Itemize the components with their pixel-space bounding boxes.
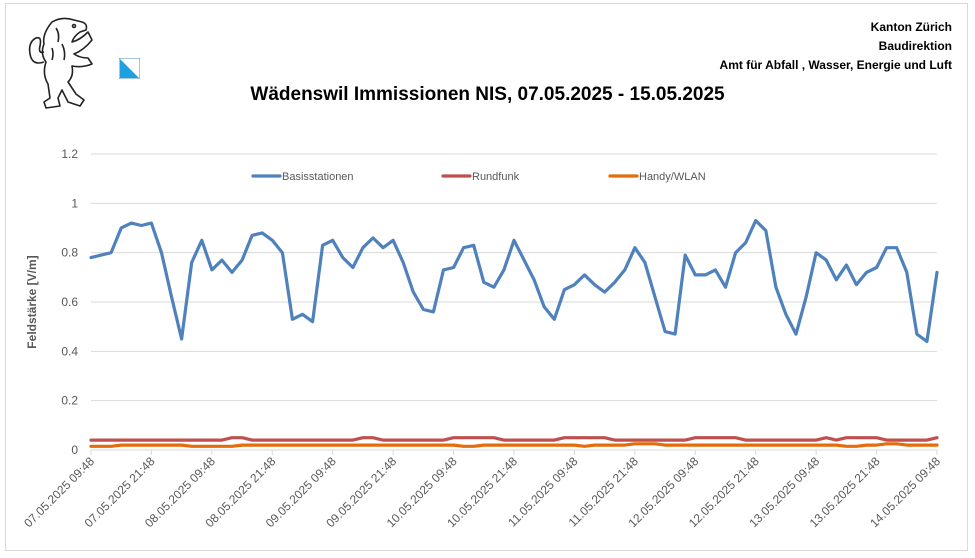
zurich-lion-icon: [28, 17, 93, 109]
legend-label: Rundfunk: [472, 171, 520, 183]
y-tick-label: 0.8: [61, 246, 78, 260]
org-canton: Kanton Zürich: [870, 20, 952, 34]
org-office: Amt für Abfall , Wasser, Energie und Luf…: [719, 58, 952, 72]
legend-label: Basisstationen: [282, 171, 354, 183]
y-tick-label: 1.2: [61, 147, 78, 161]
chart-title: Wädenswil Immissionen NIS, 07.05.2025 - …: [250, 84, 725, 105]
series-line-rundfunk: [89, 436, 939, 442]
org-department: Baudirektion: [878, 39, 952, 53]
y-tick-label: 0: [71, 443, 78, 457]
legend-label: Handy/WLAN: [639, 171, 706, 183]
series-line-handy-wlan: [89, 442, 939, 448]
y-tick-label: 1: [71, 196, 78, 210]
y-tick-label: 0.6: [61, 295, 78, 309]
chart-frame: [5, 3, 968, 551]
zurich-flag-icon: [119, 58, 140, 79]
y-axis-label: Feldstärke [V/m]: [25, 255, 39, 348]
y-tick-label: 0.4: [61, 344, 78, 358]
series-line-basisstationen: [89, 219, 939, 344]
y-tick-label: 0.2: [61, 394, 78, 408]
